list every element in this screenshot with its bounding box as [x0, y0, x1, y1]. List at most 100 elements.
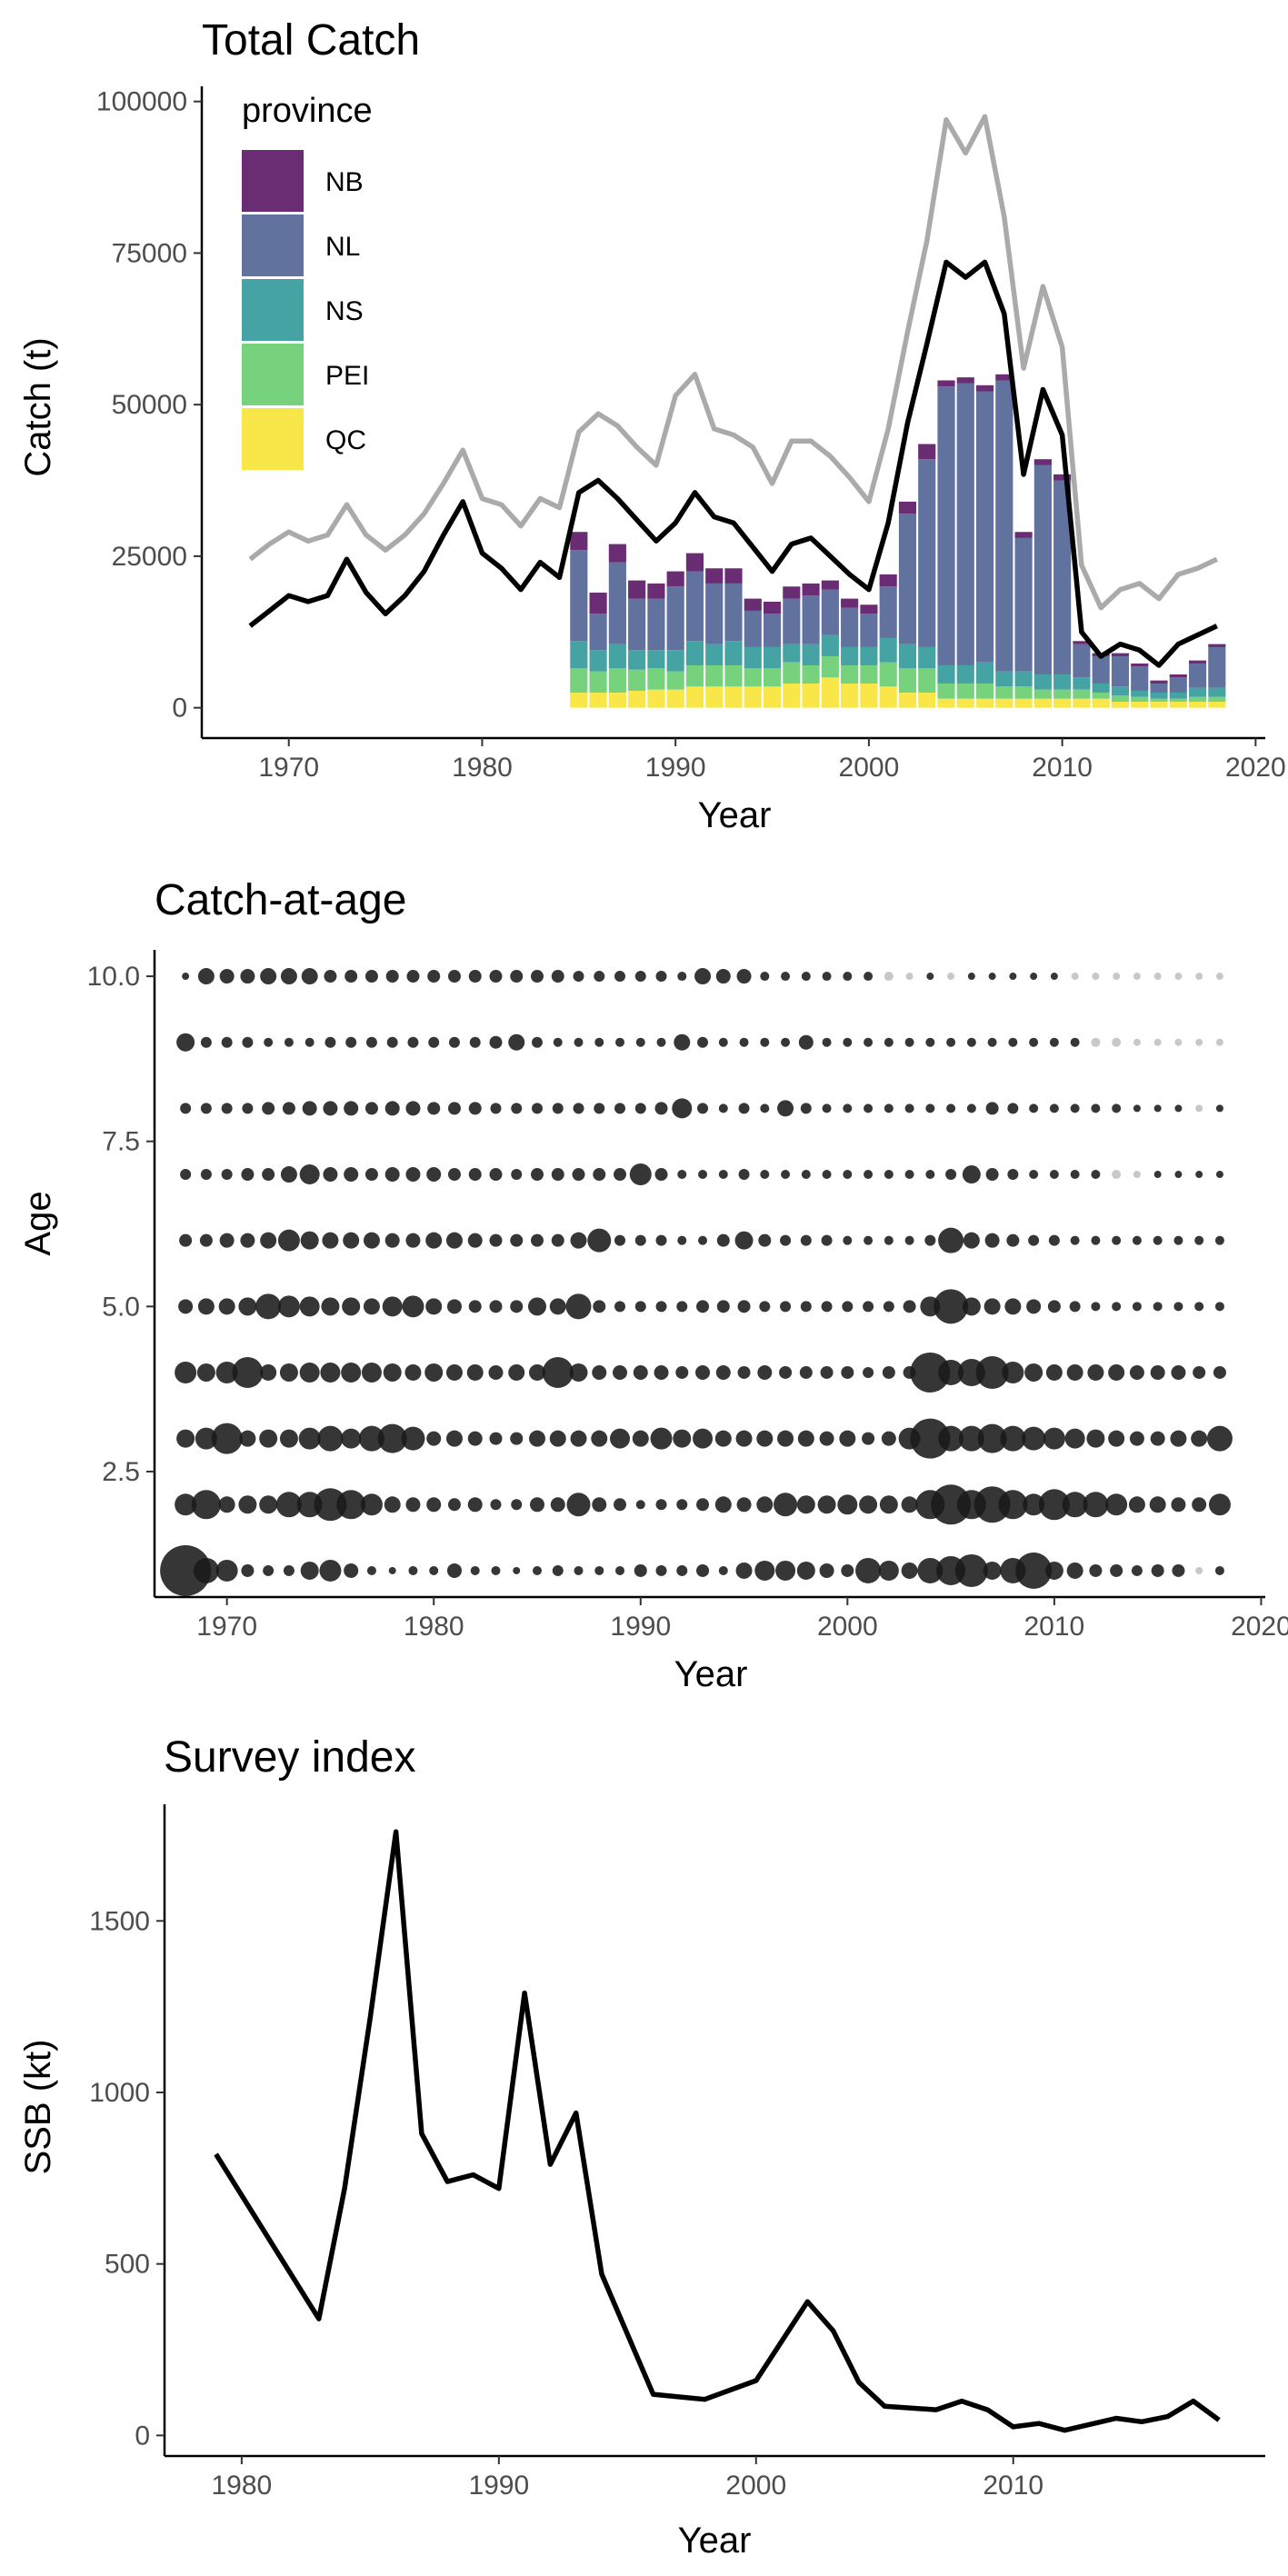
bubble-age1-1968: [160, 1544, 212, 1596]
bubble-age9-2004: [925, 1037, 935, 1047]
bubble-age5-1993: [696, 1300, 710, 1313]
bar-pei-1999: [841, 664, 859, 684]
bar-nb-2014: [1131, 663, 1149, 667]
bar-pei-1989: [647, 668, 665, 690]
bubble-age7-2001: [864, 1170, 874, 1180]
bubble-age8-1988: [594, 1103, 605, 1114]
bubble-age6-2013: [1112, 1235, 1122, 1245]
bubble-age9-1994: [718, 1037, 728, 1047]
bubble-age5-1977: [363, 1298, 380, 1315]
bubble-age6-1974: [300, 1231, 319, 1250]
bubble-age6-2003: [904, 1235, 914, 1245]
bar-qc-2009: [1033, 698, 1052, 708]
bar-qc-2017: [1188, 701, 1207, 708]
legend-swatch-nb: [242, 150, 304, 212]
bubble-age8-2010: [1049, 1103, 1059, 1113]
bar-ns-2000: [860, 646, 878, 665]
bar-pei-1998: [821, 655, 839, 678]
legend-swatch-nl: [242, 215, 304, 276]
bubble-age6-1972: [260, 1232, 277, 1249]
bubble-age10-1975: [324, 970, 337, 983]
bubble-age2-1996: [756, 1496, 774, 1513]
bubble-age6-2008: [1006, 1233, 1020, 1247]
bubble-age7-1974: [299, 1164, 320, 1185]
bubble-age5-2018: [1214, 1302, 1224, 1312]
bubble-age1-1971: [241, 1563, 255, 1577]
bar-pei-2017: [1188, 696, 1207, 702]
bubble-age7-1985: [530, 1168, 544, 1182]
bubble-age7-1972: [262, 1168, 275, 1182]
ssb-line: [214, 1829, 1221, 2433]
bar-ns-2016: [1169, 692, 1187, 699]
total-catch-line: [248, 114, 1218, 611]
bubble-age8-1977: [364, 1102, 378, 1115]
bubble-age5-2009: [1026, 1299, 1042, 1314]
bubble-age2-1991: [655, 1499, 667, 1511]
bubble-age1-1973: [283, 1564, 295, 1576]
bubble-age6-2016: [1173, 1235, 1183, 1245]
bubble-age4-1987: [569, 1363, 588, 1382]
bubble-age4-1976: [341, 1362, 362, 1383]
bubble-age3-2002: [881, 1431, 896, 1446]
bubble-age4-1985: [528, 1363, 545, 1381]
bubble-age1-2007: [983, 1561, 1002, 1580]
bubble-age10-1973: [280, 968, 297, 985]
bubble-age6-2006: [963, 1232, 980, 1249]
bar-pei-2007: [995, 686, 1013, 699]
bubble-age2-1978: [384, 1496, 401, 1513]
bubble-age8-1999: [822, 1103, 832, 1113]
bubble-age1-1988: [594, 1565, 604, 1575]
bubble-age3-1981: [445, 1430, 463, 1447]
bubble-age6-1973: [277, 1229, 300, 1252]
bubble-age9-1990: [635, 1037, 645, 1047]
bubble-age4-1977: [361, 1362, 382, 1383]
axes: 1970 1980 1990 2000 2010 2020 2.5 5.0 7.5 10.0: [87, 950, 1288, 1642]
bubble-age9-1982: [469, 1036, 481, 1048]
bar-nl-1998: [821, 589, 839, 635]
bubble-age1-1995: [735, 1562, 753, 1579]
bar-ns-2007: [995, 671, 1013, 687]
bubble-age7-1975: [323, 1167, 338, 1183]
bar-qc-1992: [705, 686, 724, 708]
bubble-age7-1998: [801, 1170, 811, 1180]
bubble-age3-2007: [977, 1423, 1007, 1453]
bubble-age7-1971: [241, 1168, 255, 1182]
bubble-age7-2007: [985, 1168, 999, 1182]
bar-pei-2011: [1073, 689, 1091, 699]
bar-nb-2004: [937, 380, 955, 387]
bubble-age2-1992: [676, 1499, 688, 1511]
bubble-age1-2001: [855, 1557, 882, 1583]
total-catch-x-tick-label: 2010: [1032, 753, 1093, 783]
bubble-age8-2005: [946, 1103, 956, 1113]
bubble-age9-1971: [242, 1036, 254, 1048]
bar-nl-2005: [956, 383, 974, 665]
catch-at-age-x-tick-label: 2000: [817, 1612, 878, 1642]
bubble-age7-1995: [738, 1169, 750, 1181]
bar-pei-1997: [802, 664, 820, 684]
survey-index-y-tick-label: 500: [105, 2250, 150, 2280]
bubble-age5-1986: [549, 1298, 566, 1315]
bubble-age3-2011: [1064, 1428, 1085, 1449]
bubble-age3-1996: [756, 1430, 774, 1447]
catch-at-age-x-tick-label: 1980: [404, 1612, 464, 1642]
bubble-age7-1990: [629, 1163, 652, 1186]
bubble-age10-2016: [1174, 973, 1183, 981]
bubble-age4-1993: [695, 1364, 711, 1380]
bubble-age5-2001: [863, 1301, 874, 1313]
bubble-age6-1994: [716, 1233, 730, 1247]
bubble-age6-2005: [938, 1227, 964, 1253]
bar-pei-1995: [763, 668, 782, 687]
total-catch-x-tick-label: 2020: [1225, 753, 1286, 783]
bubble-age7-2013: [1112, 1170, 1122, 1180]
bubble-age5-1992: [676, 1301, 688, 1313]
bubble-age2-2005: [931, 1484, 972, 1525]
bubble-age1-2004: [917, 1557, 944, 1583]
bar-nb-1998: [821, 580, 839, 590]
bubble-age9-2005: [946, 1037, 956, 1047]
bubble-age2-1976: [336, 1490, 366, 1520]
bar-ns-1987: [608, 644, 626, 669]
bubble-age10-1972: [260, 968, 277, 985]
bubble-age10-1987: [573, 971, 584, 983]
bubble-age10-2012: [1092, 973, 1100, 981]
bubble-age8-1995: [738, 1103, 750, 1114]
